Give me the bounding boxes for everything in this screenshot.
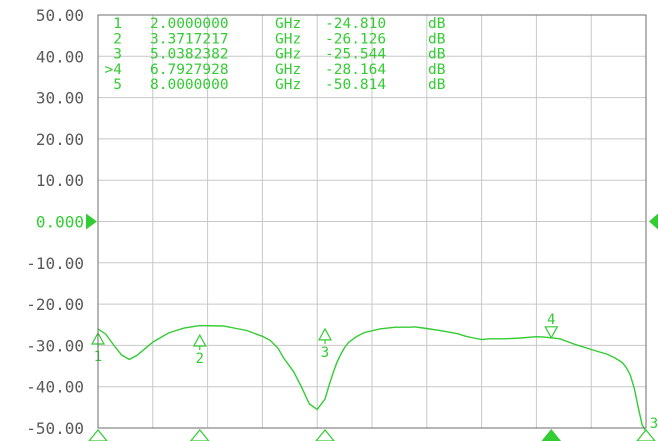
reference-pointer-left: [86, 213, 97, 230]
marker-value-unit: dB: [428, 62, 446, 78]
marker-frequency: 5.0382382: [150, 47, 229, 63]
plot-frame: [97, 14, 647, 429]
marker-id: >4: [105, 62, 123, 78]
marker-frequency-unit: GHz: [275, 31, 301, 47]
y-tick-label: -40.00: [26, 378, 84, 397]
marker-value-unit: dB: [428, 16, 446, 32]
grid: [98, 15, 646, 428]
y-tick-label: 10.00: [36, 171, 84, 190]
marker-frequency-unit: GHz: [275, 62, 301, 78]
bottom-marker-label: 3: [650, 416, 658, 432]
marker-triangle: [544, 326, 559, 340]
marker-frequency-unit: GHz: [275, 77, 301, 93]
marker-frequency: 2.0000000: [150, 16, 229, 32]
marker-frequency: 3.3717217: [150, 31, 229, 47]
marker-label: 2: [196, 351, 204, 367]
marker-value: -26.126: [325, 31, 386, 47]
bottom-marker-indicator: [189, 429, 210, 441]
y-tick-label: -30.00: [26, 336, 84, 355]
marker-frequency: 8.0000000: [150, 77, 229, 93]
y-tick-label: -20.00: [26, 295, 84, 314]
marker-frequency: 6.7927928: [150, 62, 229, 78]
y-tick-label: -10.00: [26, 254, 84, 273]
marker-frequency-unit: GHz: [275, 47, 301, 63]
marker-id: 1: [113, 16, 122, 32]
y-tick-label: 50.00: [36, 6, 84, 25]
y-tick-label: 40.00: [36, 47, 84, 66]
marker-id: 3: [113, 47, 122, 63]
bottom-marker-indicator: [636, 429, 656, 441]
trace-line: [97, 324, 647, 432]
marker-id: 5: [113, 77, 122, 93]
marker-triangle: [318, 327, 333, 341]
marker-value-unit: dB: [428, 31, 446, 47]
reference-pointer-right: [649, 213, 658, 230]
marker-frequency-unit: GHz: [275, 16, 301, 32]
marker-value-unit: dB: [428, 77, 446, 93]
marker-value: -28.164: [325, 62, 386, 78]
bottom-marker-indicator: [88, 429, 108, 441]
marker-value: -50.814: [325, 77, 386, 93]
y-tick-label: 20.00: [36, 130, 84, 149]
marker-value: -24.810: [325, 16, 386, 32]
bottom-marker-indicators: 3: [88, 416, 658, 441]
marker-label: 4: [547, 312, 555, 328]
marker-label: 3: [321, 345, 329, 361]
marker-id: 2: [113, 31, 122, 47]
y-tick-label: 0.000: [36, 213, 84, 232]
y-tick-label: -50.00: [26, 419, 84, 438]
marker-value-unit: dB: [428, 47, 446, 63]
y-axis-ticks: 50.00 40.00 30.00 20.00 10.00 0.000 -10.00 -20.…: [26, 6, 84, 438]
reference-level-pointers: [86, 213, 658, 230]
marker-triangle: [192, 333, 207, 347]
bottom-marker-indicator: [541, 429, 562, 441]
marker-readout-table: 1 2.0000000 GHz -24.810 dB 2 3.3717217 GHz -26.1…: [105, 16, 446, 93]
y-tick-label: 30.00: [36, 89, 84, 108]
bottom-marker-indicator: [315, 429, 335, 441]
marker-value: -25.544: [325, 47, 386, 63]
